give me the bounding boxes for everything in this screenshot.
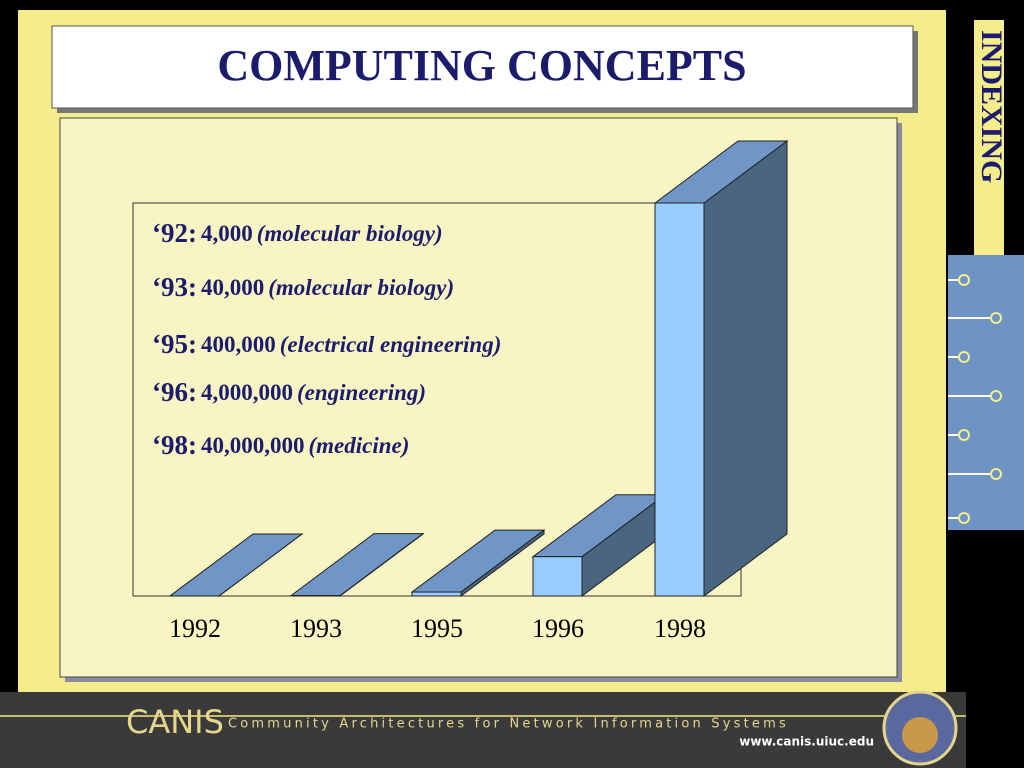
circuit-node: [958, 351, 970, 363]
bar: [532, 556, 583, 597]
x-tick-label: 1996: [532, 614, 584, 643]
data-label: 40,000: [201, 275, 264, 300]
circuit-node: [958, 429, 970, 441]
logo-dog: [902, 717, 938, 753]
annotation-field: (molecular biology): [268, 275, 454, 300]
annotation: ‘93: 40,000 (molecular biology): [152, 272, 454, 302]
bar-side: [703, 140, 788, 597]
side-decoration: INDEXING: [948, 20, 1024, 530]
footer-tagline: Community Architectures for Network Info…: [228, 717, 789, 732]
footer-brand: CANIS: [126, 703, 224, 741]
circuit-node: [958, 512, 970, 524]
circuit-strip: [948, 255, 1024, 530]
bar: [654, 202, 705, 597]
x-tick-label: 1998: [654, 614, 706, 643]
bar: [411, 591, 462, 597]
x-tick-label: 1995: [411, 614, 463, 643]
annotation-year: ‘92:: [152, 218, 197, 248]
annotation-year: ‘98:: [152, 430, 197, 460]
x-tick-label: 1992: [169, 614, 221, 643]
circuit-node: [958, 274, 970, 286]
data-label: 4,000: [201, 221, 253, 246]
title-box: [51, 25, 914, 109]
circuit-node: [990, 468, 1002, 480]
annotation-year: ‘95:: [152, 329, 197, 359]
annotation: ‘92: 4,000 (molecular biology): [152, 218, 443, 248]
annotation: ‘98: 40,000,000 (medicine): [152, 430, 409, 460]
annotation-field: (engineering): [297, 380, 426, 405]
annotation-year: ‘93:: [152, 272, 197, 302]
side-label: INDEXING: [975, 30, 1008, 183]
side-label-bg: [974, 20, 1004, 265]
annotation: ‘96: 4,000,000 (engineering): [152, 377, 426, 407]
data-label: 40,000,000: [201, 433, 305, 458]
annotation-field: (electrical engineering): [280, 332, 502, 357]
footer-bar: [0, 692, 966, 768]
annotation: ‘95: 400,000 (electrical engineering): [152, 329, 501, 359]
footer-url: www.canis.uiuc.edu: [739, 735, 874, 749]
data-label: 4,000,000: [201, 380, 293, 405]
circuit-node: [990, 390, 1002, 402]
annotation-field: (molecular biology): [257, 221, 443, 246]
x-tick-label: 1993: [290, 614, 342, 643]
annotation-field: (medicine): [308, 433, 409, 458]
data-label: 400,000: [201, 332, 276, 357]
slide-title: COMPUTING CONCEPTS: [217, 41, 746, 90]
annotation-year: ‘96:: [152, 377, 197, 407]
circuit-node: [990, 312, 1002, 324]
